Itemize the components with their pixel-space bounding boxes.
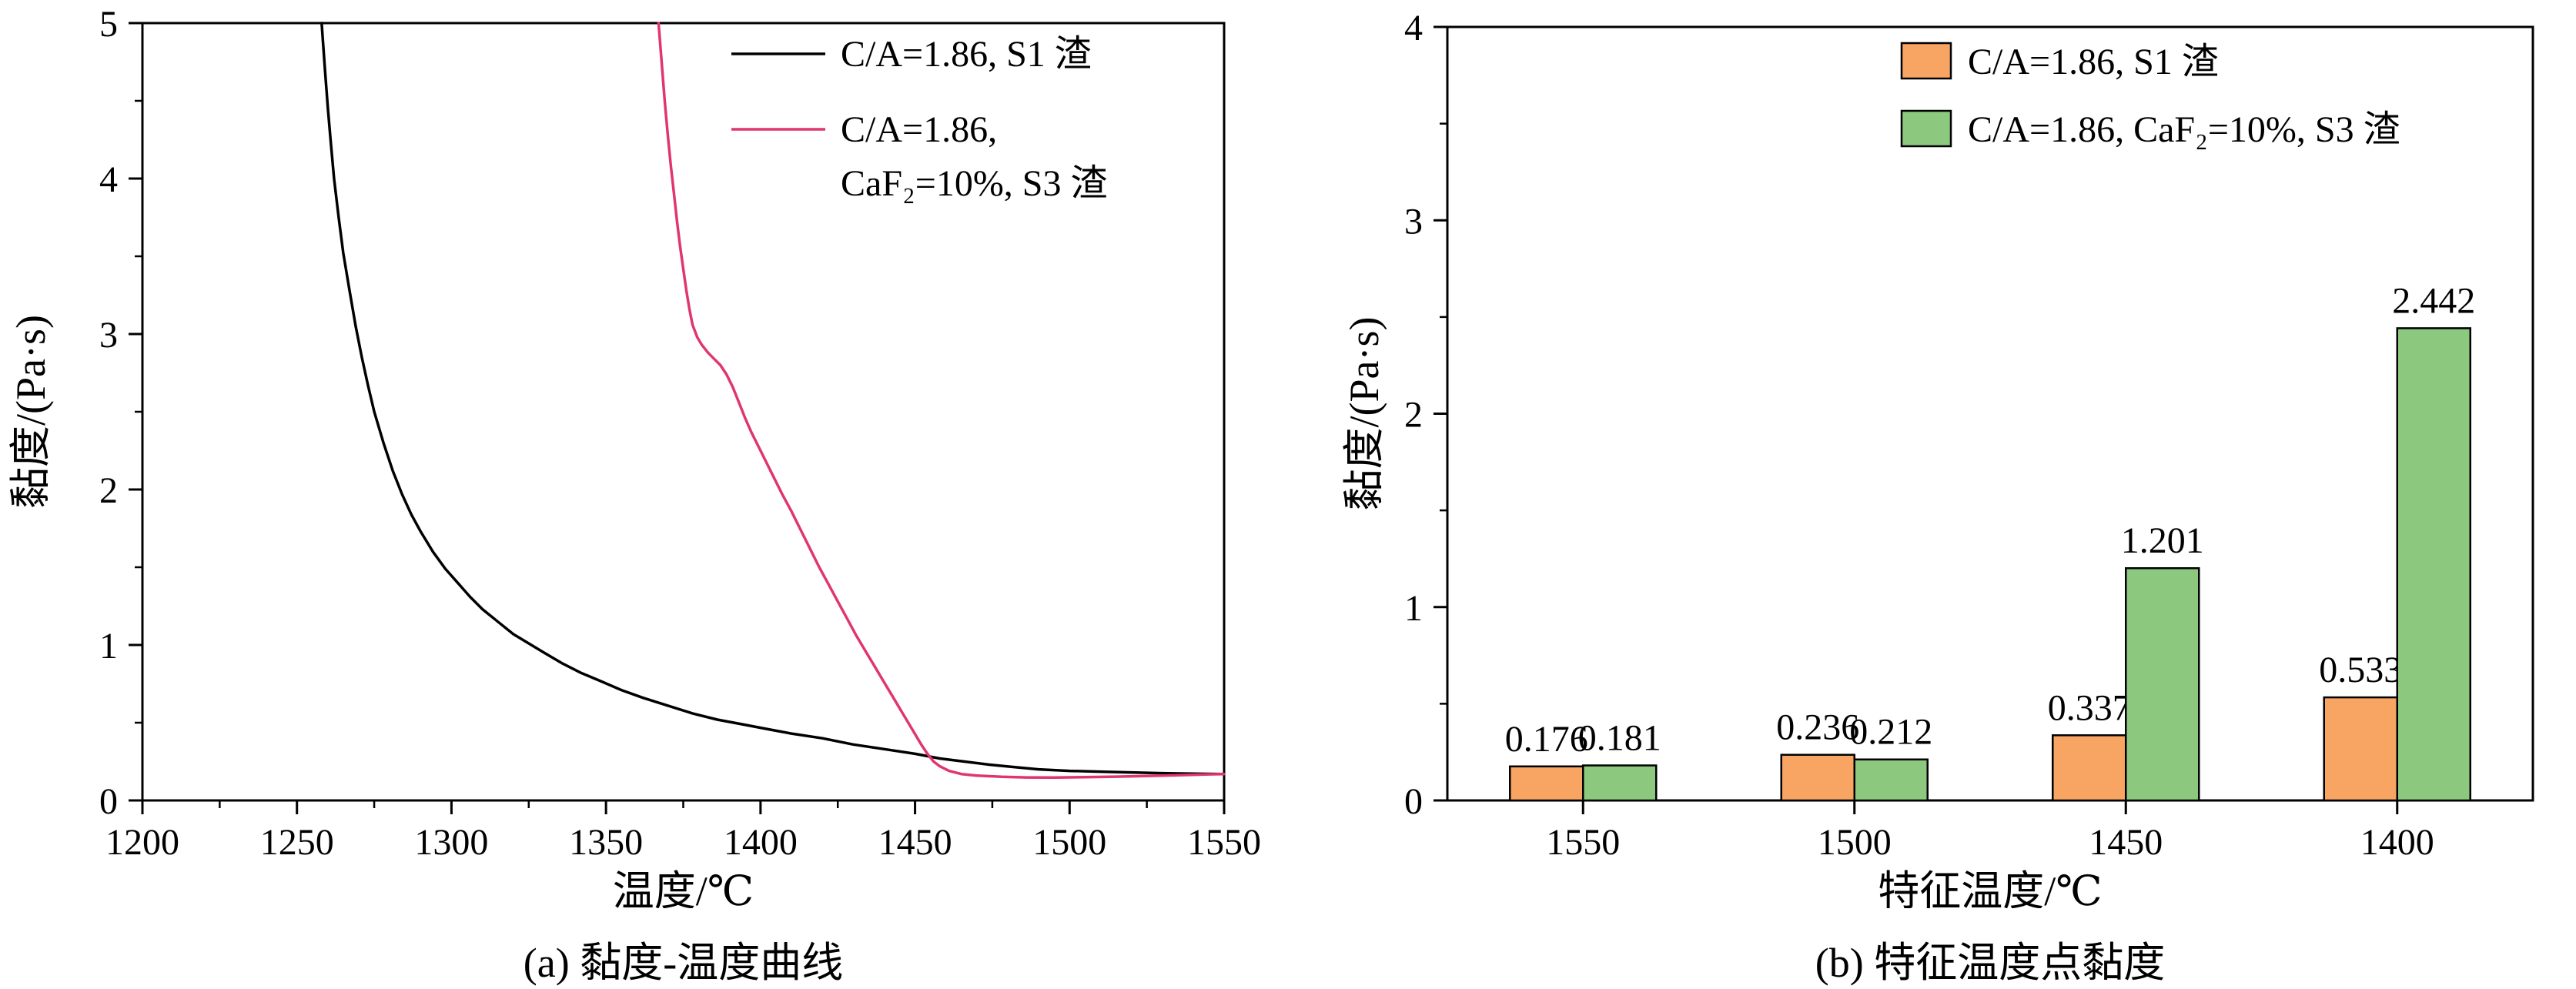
panel-b-caption: (b) 特征温度点黏度 bbox=[1815, 940, 2166, 986]
bar-s3-1500 bbox=[1853, 758, 1929, 802]
bar-value-label: 1.201 bbox=[2121, 520, 2204, 561]
y-tick-label: 2 bbox=[1404, 395, 1423, 436]
y-axis: 0 1 2 3 4 5 bbox=[99, 4, 142, 822]
x-axis-label: 特征温度/℃ bbox=[1878, 868, 2102, 908]
bar-value-label: 0.236 bbox=[1776, 707, 1859, 748]
x-tick-label: 1400 bbox=[724, 822, 798, 863]
bar-value-label: 2.442 bbox=[2392, 280, 2475, 321]
legend: C/A=1.86, S1 渣 C/A=1.86, CaF₂=10%, S3 渣 bbox=[731, 34, 1108, 204]
legend-label: C/A=1.86, CaF₂=10%, S3 渣 bbox=[1968, 109, 2400, 150]
x-tick-label: 1300 bbox=[414, 822, 488, 863]
curve-s1-slag bbox=[320, 22, 1226, 776]
characteristic-viscosity-bar-chart: 0 1 2 3 4 特征温度/℃ 黏度/(Pa·s) 1550 1500 1450 1400 0.17… bbox=[1341, 8, 2534, 914]
bar-s3-1400 bbox=[2396, 327, 2471, 802]
y-tick-label: 1 bbox=[99, 626, 118, 667]
x-tick-label: 1550 bbox=[1187, 822, 1261, 863]
bar-s1-1500 bbox=[1780, 753, 1855, 802]
x-category-label: 1400 bbox=[2360, 822, 2434, 863]
y-tick-label: 0 bbox=[1404, 781, 1423, 822]
bar-value-label: 0.337 bbox=[2048, 687, 2131, 728]
bar-value-label: 0.176 bbox=[1505, 719, 1588, 760]
y-axis: 0 1 2 3 4 bbox=[1404, 8, 1447, 822]
legend-label-line2: CaF₂=10%, S3 渣 bbox=[841, 163, 1108, 204]
bar-s1-1450 bbox=[2052, 734, 2127, 802]
bar-s1-1400 bbox=[2323, 696, 2398, 802]
x-category-label: 1500 bbox=[1818, 822, 1892, 863]
bar-s3-1550 bbox=[1582, 764, 1658, 802]
y-tick-label: 1 bbox=[1404, 588, 1423, 629]
curve-s3-slag bbox=[657, 22, 1226, 780]
legend-label: C/A=1.86, S1 渣 bbox=[1968, 42, 2219, 82]
legend-swatch bbox=[1900, 42, 1952, 80]
x-axis: 1550 1500 1450 1400 bbox=[1546, 800, 2434, 863]
legend-label: C/A=1.86, bbox=[841, 109, 997, 150]
bar-value-label: 0.212 bbox=[1849, 712, 1932, 753]
bars: 0.176 0.236 0.337 0.533 0.181 0.212 1.201 2.442 bbox=[1505, 280, 2475, 802]
y-tick-label: 2 bbox=[99, 470, 118, 511]
legend-label: C/A=1.86, S1 渣 bbox=[841, 34, 1092, 75]
y-tick-label: 3 bbox=[1404, 201, 1423, 242]
x-category-label: 1550 bbox=[1546, 822, 1620, 863]
y-tick-label: 4 bbox=[1404, 8, 1423, 48]
y-tick-label: 4 bbox=[99, 159, 118, 200]
y-axis-label: 黏度/(Pa·s) bbox=[8, 315, 54, 509]
x-category-label: 1450 bbox=[2089, 822, 2163, 863]
bar-value-label: 0.181 bbox=[1578, 718, 1661, 759]
x-axis-label: 温度/℃ bbox=[613, 868, 754, 908]
y-tick-label: 5 bbox=[99, 4, 118, 45]
x-tick-label: 1500 bbox=[1032, 822, 1106, 863]
panel-a-caption: (a) 黏度-温度曲线 bbox=[523, 940, 844, 986]
x-tick-label: 1350 bbox=[569, 822, 643, 863]
bar-s3-1450 bbox=[2125, 566, 2200, 802]
legend-swatch bbox=[1900, 109, 1952, 148]
y-tick-label: 3 bbox=[99, 315, 118, 356]
y-tick-label: 0 bbox=[99, 781, 118, 822]
panel-b-characteristic-viscosity: 0 1 2 3 4 特征温度/℃ 黏度/(Pa·s) 1550 1500 1450 1400 0.17… bbox=[1286, 0, 2576, 914]
panel-a-viscosity-temperature: 0 1 2 3 4 5 温度/℃ 黏度/(Pa·s) 1200 1250 1300 1350 1400 1… bbox=[0, 0, 1286, 914]
x-tick-label: 1200 bbox=[105, 822, 179, 863]
y-axis-label: 黏度/(Pa·s) bbox=[1341, 317, 1387, 511]
bar-value-label: 0.533 bbox=[2319, 650, 2402, 690]
legend: C/A=1.86, S1 渣 C/A=1.86, CaF₂=10%, S3 渣 bbox=[1900, 42, 2400, 150]
plot-frame bbox=[141, 22, 1226, 802]
bar-s1-1550 bbox=[1509, 765, 1584, 802]
x-axis: 1200 1250 1300 1350 1400 1450 1500 1550 bbox=[105, 800, 1261, 863]
x-tick-label: 1250 bbox=[260, 822, 334, 863]
x-tick-label: 1450 bbox=[878, 822, 952, 863]
